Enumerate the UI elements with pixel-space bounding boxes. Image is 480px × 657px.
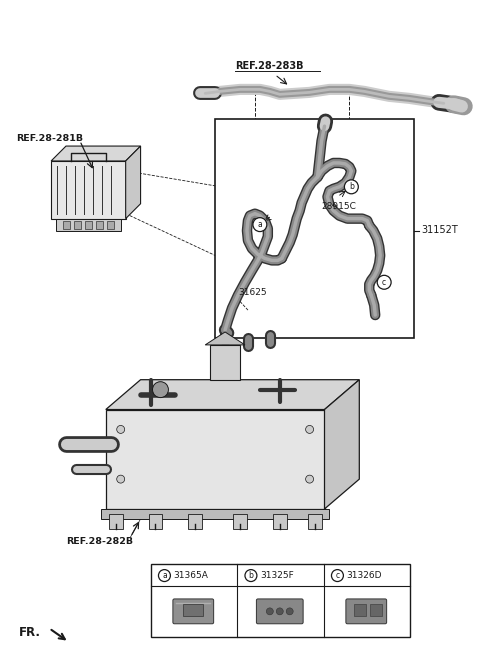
Circle shape: [266, 608, 273, 615]
Text: a: a: [162, 571, 167, 580]
Circle shape: [332, 570, 343, 581]
Polygon shape: [106, 380, 360, 409]
Circle shape: [286, 608, 293, 615]
Circle shape: [158, 570, 170, 581]
Bar: [74, 221, 81, 229]
Text: REF.28-283B: REF.28-283B: [235, 60, 303, 70]
Bar: [308, 514, 322, 529]
Text: FR.: FR.: [19, 626, 41, 639]
Bar: [233, 514, 247, 529]
Text: 31365A: 31365A: [173, 571, 208, 580]
Text: b: b: [349, 183, 354, 191]
Polygon shape: [106, 409, 324, 509]
Circle shape: [377, 275, 391, 289]
Text: 31152T: 31152T: [421, 225, 458, 235]
Bar: [370, 604, 382, 616]
Bar: [63, 221, 70, 229]
FancyBboxPatch shape: [256, 599, 303, 623]
Text: REF.28-282B: REF.28-282B: [66, 537, 133, 546]
Bar: [188, 514, 202, 529]
Bar: [96, 221, 103, 229]
Text: 31326D: 31326D: [347, 571, 382, 580]
FancyArrowPatch shape: [51, 630, 65, 639]
Polygon shape: [205, 332, 245, 345]
Polygon shape: [210, 345, 240, 380]
Bar: [148, 514, 162, 529]
Circle shape: [306, 426, 313, 434]
Text: a: a: [257, 220, 262, 229]
Circle shape: [253, 217, 267, 231]
Bar: [183, 604, 203, 616]
Text: c: c: [336, 571, 339, 580]
Bar: [56, 219, 120, 231]
Bar: [107, 221, 114, 229]
Circle shape: [306, 475, 313, 483]
Polygon shape: [51, 161, 126, 219]
Circle shape: [117, 426, 125, 434]
Bar: [215, 119, 414, 338]
Text: c: c: [382, 278, 386, 286]
Bar: [354, 604, 366, 616]
Text: b: b: [249, 571, 253, 580]
Circle shape: [153, 382, 168, 397]
Bar: [85, 221, 92, 229]
Circle shape: [117, 475, 125, 483]
Bar: [151, 564, 410, 637]
Text: 31325F: 31325F: [260, 571, 294, 580]
Polygon shape: [126, 146, 141, 219]
Bar: [109, 514, 123, 529]
Polygon shape: [324, 380, 360, 509]
FancyBboxPatch shape: [346, 599, 387, 623]
Text: REF.28-281B: REF.28-281B: [16, 134, 84, 143]
Text: 28915C: 28915C: [322, 202, 357, 211]
Circle shape: [344, 180, 358, 194]
Bar: [273, 514, 287, 529]
Circle shape: [276, 608, 283, 615]
FancyBboxPatch shape: [173, 599, 214, 623]
Text: 31625: 31625: [238, 288, 266, 297]
Circle shape: [245, 570, 257, 581]
Polygon shape: [51, 146, 141, 161]
Polygon shape: [101, 509, 329, 519]
